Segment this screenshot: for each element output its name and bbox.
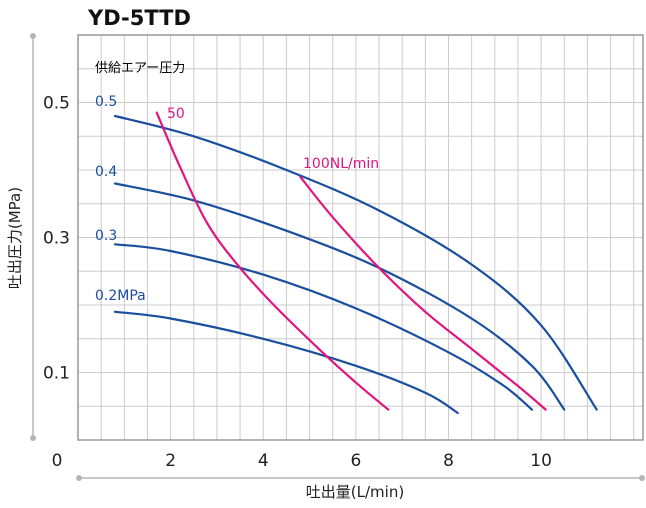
y-tick-label: 0.1 bbox=[43, 364, 70, 384]
series-label-1: 0.4 bbox=[95, 164, 117, 180]
y-tick-label: 0.3 bbox=[43, 229, 70, 249]
y-axis-rail-end bbox=[30, 435, 36, 441]
series-line-4 bbox=[155, 111, 390, 411]
series-label-5: 100NL/min bbox=[303, 156, 379, 172]
x-tick-label: 2 bbox=[165, 451, 176, 471]
curve-labels: 0.5 0.4 0.3 0.2MPa 50 100NL/min bbox=[95, 94, 379, 304]
y-tick-label: 0.5 bbox=[43, 94, 70, 114]
axis-decorations bbox=[30, 33, 645, 481]
y-axis-rail-end bbox=[30, 33, 36, 39]
plot-frame bbox=[77, 34, 644, 441]
series-line-1 bbox=[113, 182, 566, 411]
grid bbox=[77, 34, 644, 441]
chart-title: YD-5TTD bbox=[87, 6, 191, 30]
y-axis-label: 吐出圧力(MPa) bbox=[6, 187, 24, 289]
x-tick-label: 10 bbox=[530, 451, 552, 471]
series-line-0 bbox=[113, 114, 598, 411]
x-axis-rail-end bbox=[639, 475, 645, 481]
series-label-3: 0.2MPa bbox=[95, 288, 146, 304]
series-label-0: 0.5 bbox=[95, 94, 117, 110]
x-tick-label: 0 bbox=[52, 451, 63, 471]
tick-labels: 0 2 4 6 8 10 0.1 0.3 0.5 bbox=[43, 94, 552, 472]
series bbox=[113, 111, 598, 415]
x-axis-label: 吐出量(L/min) bbox=[306, 483, 404, 501]
series-line-3 bbox=[113, 310, 459, 415]
series-line-5 bbox=[299, 175, 547, 411]
x-tick-label: 8 bbox=[443, 451, 454, 471]
x-axis-rail-end bbox=[76, 475, 82, 481]
series-label-2: 0.3 bbox=[95, 228, 117, 244]
series-label-4: 50 bbox=[167, 106, 185, 122]
x-tick-label: 4 bbox=[258, 451, 269, 471]
series-line-2 bbox=[113, 243, 533, 411]
x-tick-label: 6 bbox=[350, 451, 361, 471]
legend-title: 供給エアー圧力 bbox=[95, 61, 185, 76]
